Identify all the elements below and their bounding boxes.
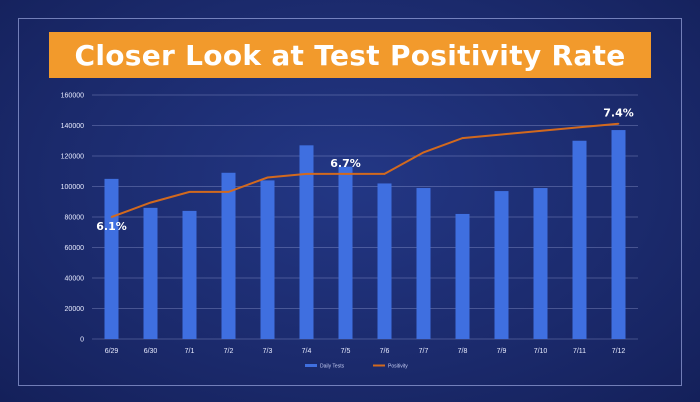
bar-7/3 bbox=[260, 180, 275, 339]
x-axis-ticks: 6/29 6/30 7/1 7/2 7/3 7/4 7/5 7/6 7/7 7/8 7/9 7/10 7… bbox=[105, 348, 626, 355]
x-tick-label: 6/30 bbox=[144, 348, 158, 355]
bar-7/12 bbox=[611, 130, 626, 339]
bar-series bbox=[104, 130, 626, 339]
bar-7/2 bbox=[221, 172, 236, 339]
positivity-point-7/8 bbox=[461, 137, 464, 139]
bar-7/9 bbox=[494, 191, 509, 339]
y-tick-label: 160000 bbox=[61, 93, 84, 100]
x-tick-label: 7/2 bbox=[224, 348, 234, 355]
x-tick-label: 7/11 bbox=[573, 348, 586, 355]
bar-7/10 bbox=[533, 188, 548, 339]
positivity-line bbox=[111, 122, 619, 218]
y-tick-label: 100000 bbox=[61, 184, 84, 191]
bar-7/5 bbox=[338, 166, 353, 339]
positivity-point-7/10 bbox=[539, 130, 542, 132]
annotation-label: 6.7% bbox=[330, 157, 361, 170]
positivity-point-7/12 bbox=[617, 122, 620, 125]
legend-label: Daily Tests bbox=[320, 364, 345, 370]
bar-7/1 bbox=[182, 210, 197, 339]
x-tick-label: 7/6 bbox=[380, 348, 390, 355]
positivity-point-7/6 bbox=[383, 173, 386, 175]
y-tick-label: 140000 bbox=[61, 123, 84, 130]
y-axis-ticks: 0 20000 40000 60000 80000 100000 120000 140000 1… bbox=[61, 93, 84, 344]
positivity-point-7/3 bbox=[266, 176, 269, 179]
positivity-point-7/2 bbox=[227, 191, 230, 193]
x-tick-label: 7/9 bbox=[497, 348, 507, 355]
x-tick-label: 7/4 bbox=[302, 348, 312, 355]
positivity-point-7/9 bbox=[500, 133, 503, 136]
positivity-point-6/30 bbox=[149, 201, 152, 204]
positivity-line-series bbox=[110, 122, 620, 218]
positivity-point-7/7 bbox=[422, 151, 425, 154]
annotations: 6.1% 6.7% 7.4% bbox=[96, 107, 634, 233]
gridlines bbox=[92, 94, 638, 340]
legend-label: Positivity bbox=[388, 364, 408, 370]
slide-frame bbox=[18, 18, 682, 386]
bar-6/29 bbox=[104, 178, 119, 339]
x-tick-label: 7/10 bbox=[534, 348, 548, 355]
y-tick-label: 40000 bbox=[65, 276, 85, 283]
legend: Daily Tests Positivity bbox=[305, 364, 408, 370]
positivity-point-7/1 bbox=[188, 191, 191, 193]
x-tick-label: 7/8 bbox=[458, 348, 468, 355]
title-banner: Closer Look at Test Positivity Rate bbox=[49, 32, 651, 78]
x-tick-label: 7/1 bbox=[185, 348, 195, 355]
x-tick-label: 6/29 bbox=[105, 348, 119, 355]
annotation-label: 6.1% bbox=[96, 220, 127, 233]
annotation-label: 7.4% bbox=[603, 107, 634, 120]
x-tick-label: 7/12 bbox=[612, 348, 626, 355]
legend-swatch-bar bbox=[305, 364, 317, 367]
x-tick-label: 7/3 bbox=[263, 348, 273, 355]
bar-7/11 bbox=[572, 140, 587, 339]
y-tick-label: 20000 bbox=[65, 306, 85, 313]
bar-7/7 bbox=[416, 188, 431, 339]
positivity-point-6/29 bbox=[110, 216, 113, 218]
positivity-point-7/5 bbox=[344, 173, 347, 175]
y-tick-label: 80000 bbox=[65, 215, 85, 222]
x-tick-label: 7/7 bbox=[419, 348, 429, 355]
y-tick-label: 0 bbox=[80, 337, 84, 344]
bar-6/30 bbox=[143, 207, 158, 339]
x-tick-label: 7/5 bbox=[341, 348, 351, 355]
y-tick-label: 120000 bbox=[61, 154, 84, 161]
bar-7/6 bbox=[377, 183, 392, 339]
bar-7/8 bbox=[455, 213, 470, 339]
positivity-point-7/4 bbox=[305, 173, 308, 175]
slide-title: Closer Look at Test Positivity Rate bbox=[74, 38, 626, 72]
y-tick-label: 60000 bbox=[65, 245, 85, 252]
positivity-point-7/11 bbox=[578, 126, 581, 129]
bar-7/4 bbox=[299, 145, 314, 339]
